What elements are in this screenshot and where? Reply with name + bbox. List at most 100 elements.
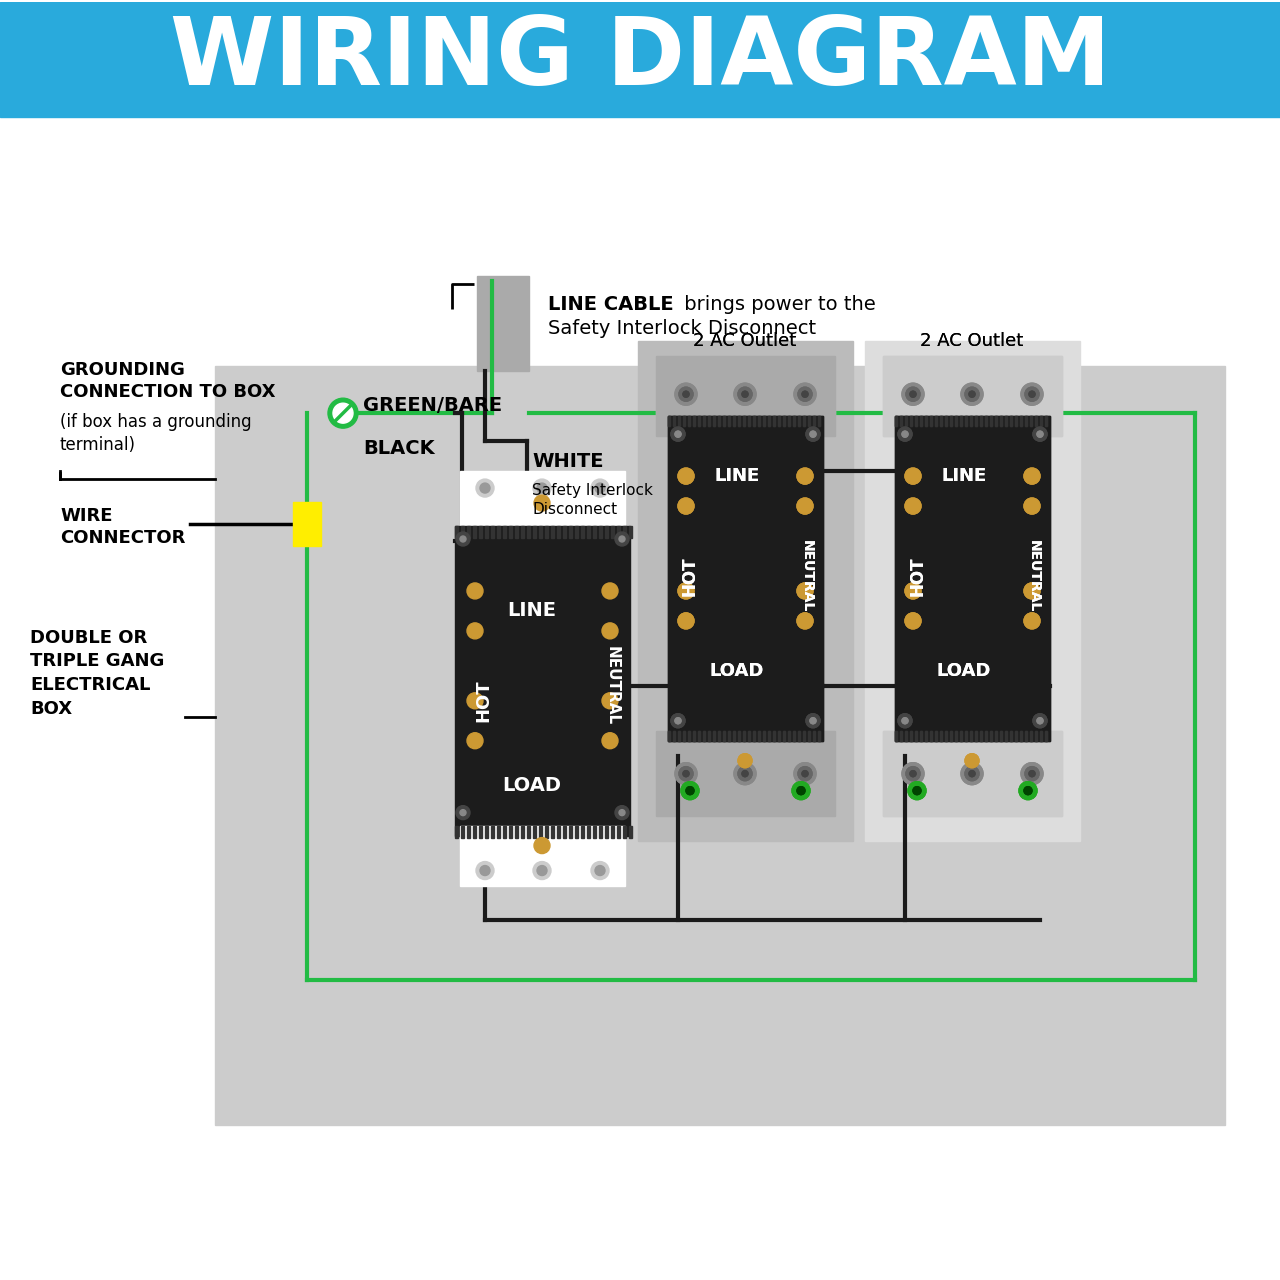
Bar (995, 416, 997, 426)
Circle shape (910, 392, 916, 397)
Text: LOAD: LOAD (710, 662, 764, 680)
Text: WIRE
CONNECTOR: WIRE CONNECTOR (60, 507, 186, 548)
Circle shape (1029, 392, 1036, 397)
Circle shape (671, 428, 685, 442)
Bar (748, 416, 750, 426)
Bar (818, 731, 820, 741)
Bar (895, 731, 897, 741)
Circle shape (794, 763, 817, 785)
Circle shape (678, 582, 694, 599)
Circle shape (602, 732, 618, 749)
Text: GROUNDING
CONNECTION TO BOX: GROUNDING CONNECTION TO BOX (60, 361, 275, 402)
Circle shape (803, 771, 808, 777)
Bar (509, 526, 512, 538)
Bar (753, 416, 755, 426)
Circle shape (467, 623, 483, 639)
Bar (883, 356, 1062, 436)
Bar (539, 526, 541, 538)
Bar (940, 731, 942, 741)
Bar (960, 731, 963, 741)
Circle shape (333, 403, 353, 424)
Text: NEUTRAL: NEUTRAL (800, 540, 814, 612)
Bar (925, 416, 927, 426)
Text: Safety Interlock
Disconnect: Safety Interlock Disconnect (532, 483, 653, 517)
Bar (975, 416, 977, 426)
Bar (955, 731, 957, 741)
Bar (1036, 731, 1037, 741)
Circle shape (803, 392, 808, 397)
Bar (678, 416, 680, 426)
Text: LOAD: LOAD (503, 776, 562, 795)
Circle shape (467, 582, 483, 599)
Bar (768, 416, 771, 426)
Bar (931, 416, 932, 426)
Bar (758, 731, 760, 741)
Bar (808, 731, 810, 741)
Circle shape (739, 767, 753, 781)
Circle shape (678, 613, 694, 628)
Bar (742, 416, 745, 426)
Bar (575, 826, 579, 837)
Text: HOT: HOT (908, 557, 925, 595)
Circle shape (620, 810, 625, 815)
Circle shape (803, 392, 808, 397)
Circle shape (965, 388, 979, 401)
Bar (794, 416, 795, 426)
Bar (1039, 416, 1042, 426)
Bar (628, 526, 632, 538)
Circle shape (675, 763, 698, 785)
Bar (733, 731, 735, 741)
Bar (950, 416, 952, 426)
Circle shape (456, 805, 470, 819)
Bar (989, 731, 992, 741)
Circle shape (595, 865, 605, 876)
Circle shape (678, 582, 694, 599)
Bar (788, 416, 790, 426)
Circle shape (681, 782, 699, 800)
Circle shape (684, 771, 689, 777)
Bar (1015, 416, 1018, 426)
Bar (975, 416, 977, 426)
Circle shape (675, 383, 698, 406)
Bar (920, 416, 922, 426)
Circle shape (739, 388, 753, 401)
Circle shape (899, 428, 911, 442)
Bar (708, 731, 710, 741)
Circle shape (1029, 392, 1036, 397)
Bar (599, 526, 602, 538)
Circle shape (961, 763, 983, 785)
Bar (739, 731, 740, 741)
Bar (915, 731, 916, 741)
Circle shape (467, 732, 483, 749)
Circle shape (797, 767, 812, 781)
Circle shape (1037, 431, 1043, 438)
Circle shape (671, 428, 685, 442)
Bar (794, 731, 795, 741)
Bar (818, 731, 820, 741)
Bar (960, 731, 963, 741)
Circle shape (742, 392, 748, 397)
Bar (718, 731, 719, 741)
Bar (527, 526, 530, 538)
Text: NEUTRAL: NEUTRAL (800, 540, 814, 612)
Bar (1005, 416, 1007, 426)
Bar (915, 731, 916, 741)
Bar (678, 731, 680, 741)
Bar (611, 526, 614, 538)
Circle shape (965, 767, 979, 781)
Bar (797, 416, 800, 426)
Bar (1030, 731, 1032, 741)
Bar (910, 416, 911, 426)
Bar (768, 731, 771, 741)
Circle shape (1025, 767, 1039, 781)
Text: HOT: HOT (908, 557, 925, 595)
Bar (945, 731, 947, 741)
Circle shape (803, 771, 808, 777)
Bar (708, 731, 710, 741)
Bar (1015, 731, 1018, 741)
Bar (689, 731, 690, 741)
Bar (1036, 416, 1037, 426)
Bar (668, 731, 669, 741)
Circle shape (902, 763, 924, 785)
Bar (575, 526, 579, 538)
